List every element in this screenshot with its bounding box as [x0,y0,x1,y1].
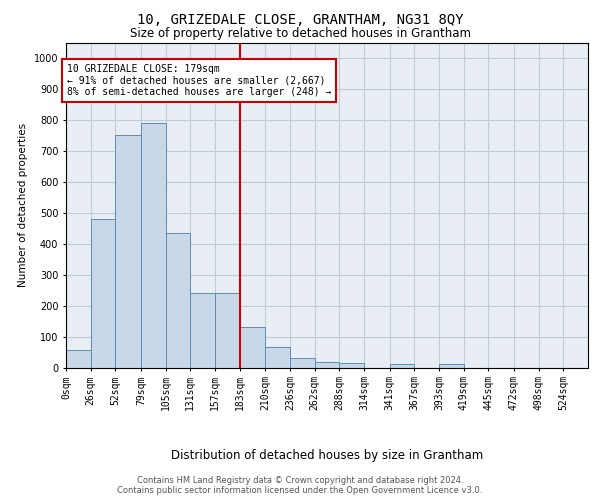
Bar [439,364,464,368]
Bar [389,364,415,368]
X-axis label: Distribution of detached houses by size in Grantham: Distribution of detached houses by size … [171,450,483,462]
Text: 10 GRIZEDALE CLOSE: 179sqm
← 91% of detached houses are smaller (2,667)
8% of se: 10 GRIZEDALE CLOSE: 179sqm ← 91% of deta… [67,64,331,98]
Bar [340,363,364,368]
Bar [290,358,314,368]
Bar [314,362,340,368]
Bar [141,123,166,368]
Bar [265,348,290,368]
Bar [190,293,215,368]
Bar [239,328,265,368]
Bar [215,293,239,368]
Bar [91,219,115,368]
Text: Contains HM Land Registry data © Crown copyright and database right 2024.
Contai: Contains HM Land Registry data © Crown c… [118,476,482,495]
Bar [166,233,190,368]
Bar [115,136,141,368]
Text: Size of property relative to detached houses in Grantham: Size of property relative to detached ho… [130,28,470,40]
Y-axis label: Number of detached properties: Number of detached properties [19,123,28,287]
Bar [66,350,91,368]
Text: 10, GRIZEDALE CLOSE, GRANTHAM, NG31 8QY: 10, GRIZEDALE CLOSE, GRANTHAM, NG31 8QY [137,12,463,26]
